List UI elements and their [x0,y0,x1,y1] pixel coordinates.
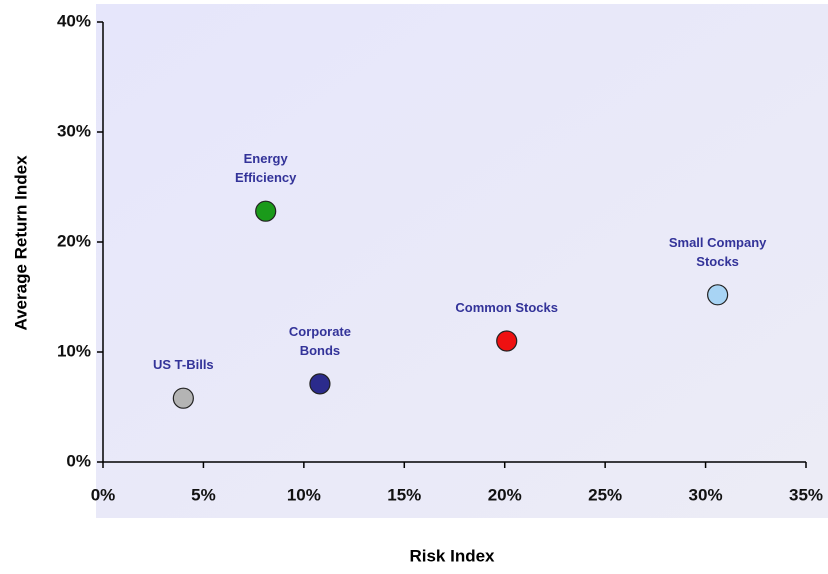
point-label: Corporate Bonds [288,323,351,358]
x-tick-label: 20% [488,485,522,504]
x-tick-label: 10% [287,485,321,504]
y-tick-label: 40% [57,11,91,30]
plot-background [96,4,828,518]
point-label-box: Common Stocks [455,300,558,315]
y-tick-label: 30% [57,121,91,140]
x-tick-label: 15% [387,485,421,504]
y-tick-label: 0% [66,451,91,470]
y-tick-label: 20% [57,231,91,250]
point-label-box: US T-Bills [152,357,214,373]
y-tick-label: 10% [57,341,91,360]
point [707,284,729,306]
point-label: Common Stocks [455,300,558,315]
point [496,330,518,352]
point-label-box: Small Company Stocks [668,234,767,269]
point-label: Energy Efficiency [234,151,297,186]
point-label: Small Company Stocks [668,234,767,269]
x-tick-label: 35% [789,485,823,504]
point-label-box: Corporate Bonds [288,323,351,358]
x-tick-label: 25% [588,485,622,504]
point [309,373,331,395]
x-tick-label: 30% [689,485,723,504]
y-axis-title: Average Return Index [11,155,30,331]
point-label: US T-Bills [152,357,214,373]
x-tick-label: 0% [91,485,116,504]
point-label-box: Energy Efficiency [234,151,297,186]
x-axis-title: Risk Index [409,546,495,565]
x-tick-label: 5% [191,485,216,504]
point [255,200,277,222]
point [172,387,194,409]
